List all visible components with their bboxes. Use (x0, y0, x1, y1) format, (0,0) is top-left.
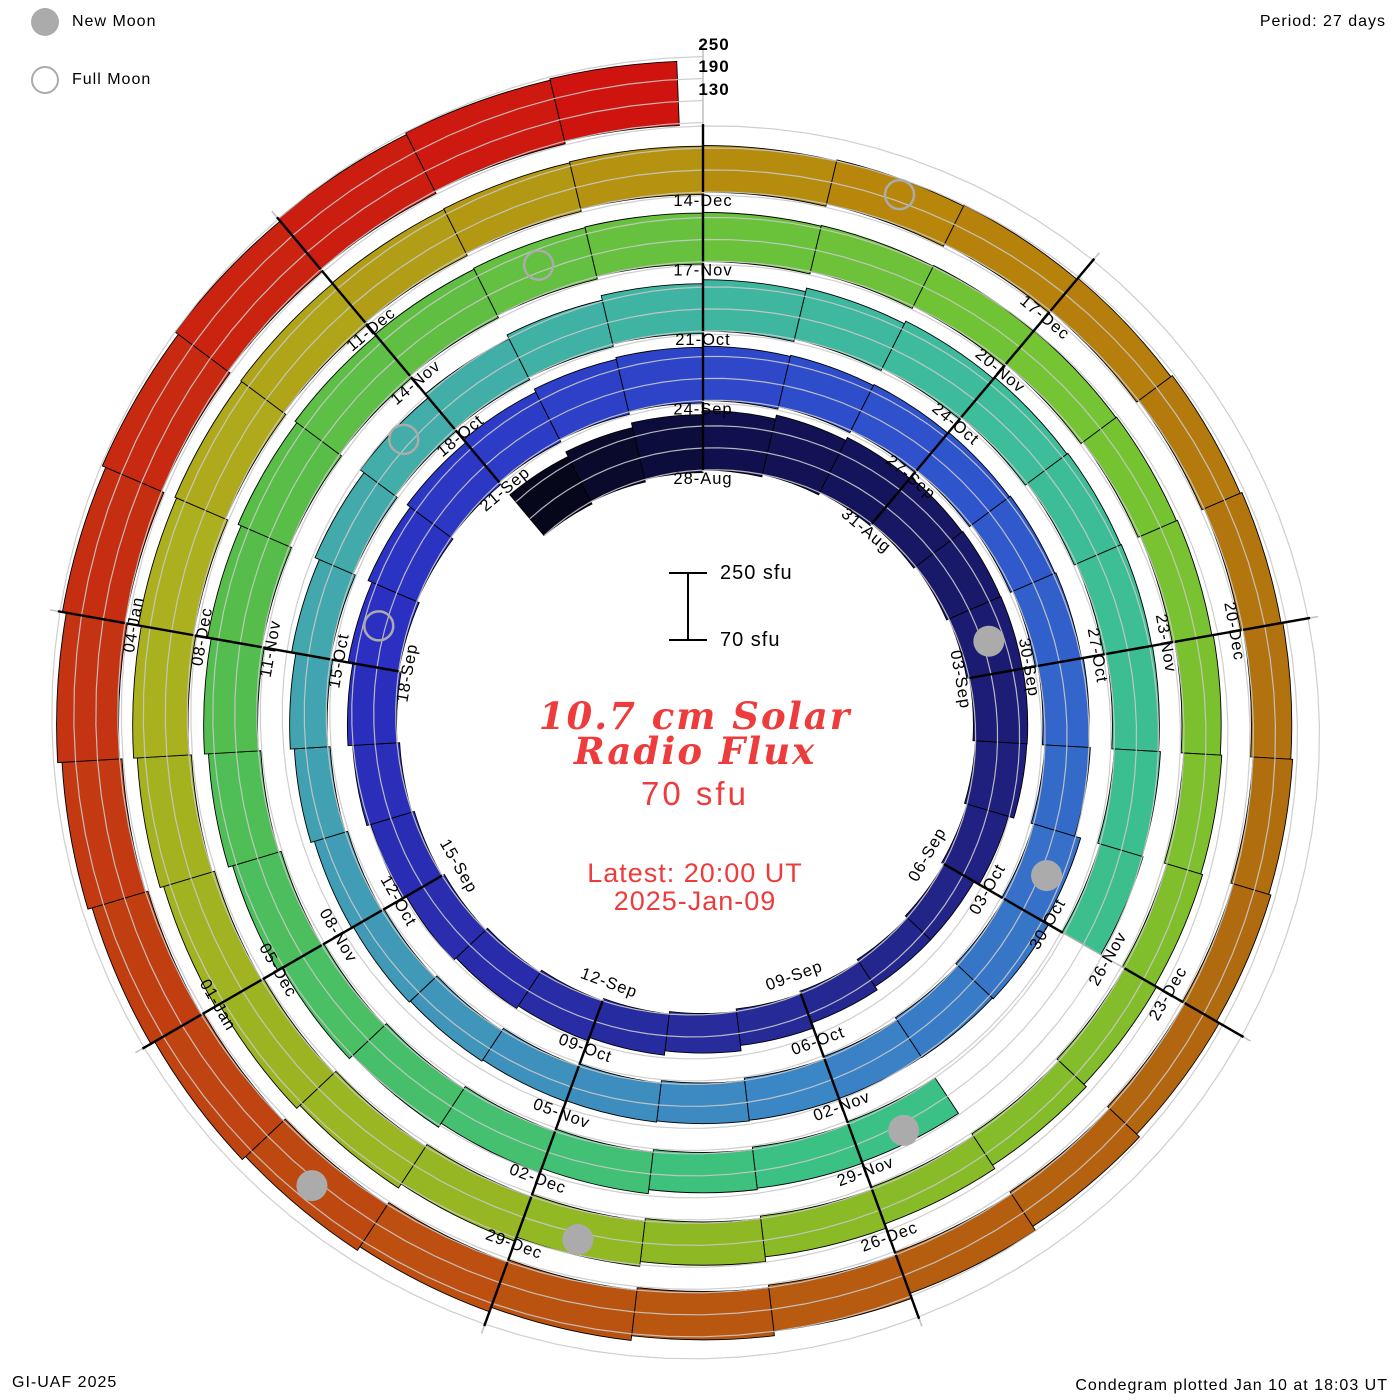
flux-scale-bar-cap-top (669, 572, 707, 574)
date-label-28-Aug: 28-Aug (673, 470, 732, 488)
chart-title-line2: Radio Flux (573, 729, 817, 773)
flux-scale-top-label: 250 sfu (720, 562, 793, 584)
date-label-24-Sep: 24-Sep (673, 401, 732, 419)
date-label-14-Dec: 14-Dec (673, 192, 732, 210)
date-label-17-Nov: 17-Nov (673, 262, 732, 280)
chart-baseline-unit: 70 sfu (641, 775, 749, 812)
full-moon-label: Full Moon (72, 71, 152, 88)
new-moon-label: New Moon (72, 13, 157, 30)
full-moon-icon (31, 66, 59, 94)
date-label-21-Oct: 21-Oct (675, 331, 731, 349)
chart-title-line1: 10.7 cm Solar (538, 694, 852, 738)
flux-scale-bar-line (687, 573, 689, 641)
latest-observation-time: Latest: 20:00 UT (587, 858, 803, 888)
period-note: Period: 27 days (1259, 13, 1386, 30)
new-moon-icon (31, 8, 59, 36)
credit-left: GI-UAF 2025 (12, 1374, 118, 1391)
radial-scale-130: 130 (698, 80, 730, 99)
credit-right: Condegram plotted Jan 10 at 18:03 UT (1075, 1377, 1388, 1394)
latest-observation-date: 2025-Jan-09 (613, 886, 777, 916)
flux-scale-bottom-label: 70 sfu (720, 629, 781, 651)
radial-scale-190: 190 (698, 57, 730, 76)
flux-scale-bar-cap-bottom (669, 639, 707, 641)
radial-scale-250: 250 (698, 35, 730, 54)
